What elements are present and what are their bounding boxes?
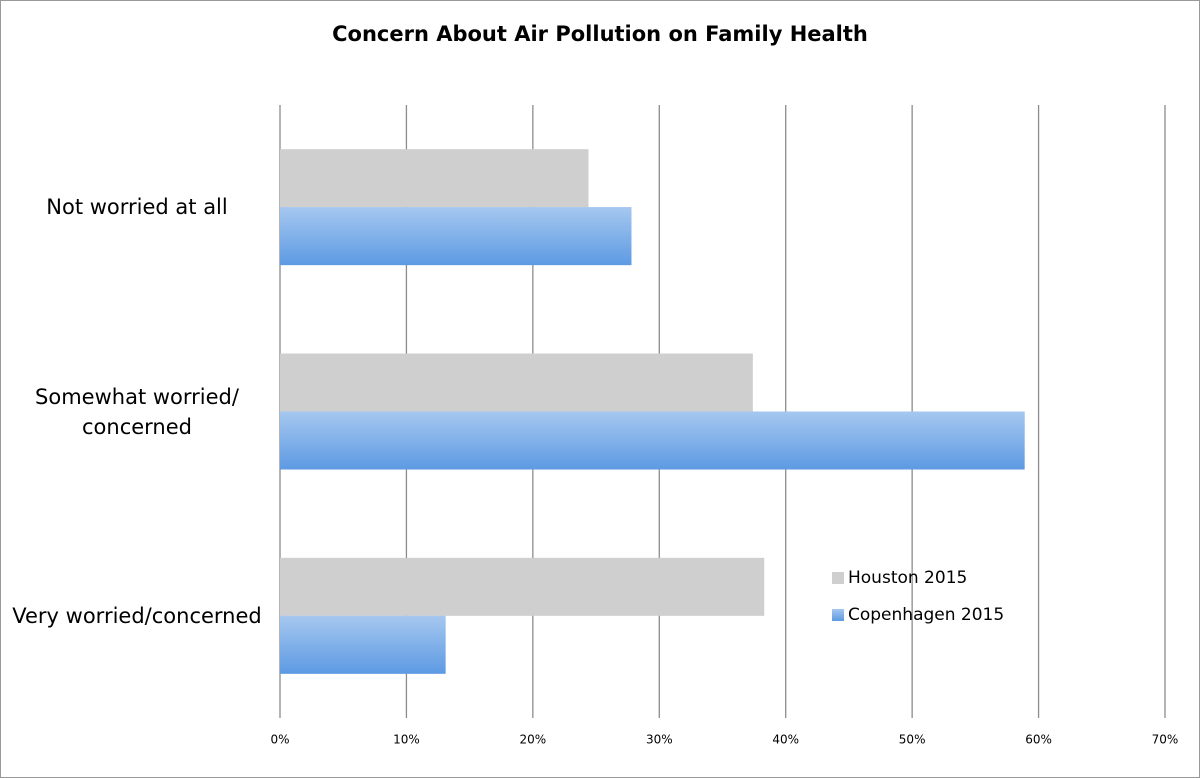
bar-shine <box>280 411 1025 470</box>
chart-title: Concern About Air Pollution on Family He… <box>332 22 868 46</box>
x-tick-label: 50% <box>899 733 926 747</box>
legend-label: Copenhagen 2015 <box>848 605 1004 625</box>
x-tick-label: 20% <box>520 733 547 747</box>
bar-shine <box>280 615 446 674</box>
bar-shine <box>280 207 632 266</box>
y-tick-label: Very worried/concerned <box>12 603 262 628</box>
x-tick-label: 10% <box>393 733 420 747</box>
legend-swatch-shine <box>832 609 844 621</box>
bar <box>280 557 765 616</box>
y-tick-label: Somewhat worried/ concerned <box>35 384 239 439</box>
x-tick-label: 40% <box>772 733 799 747</box>
bar <box>280 353 753 412</box>
x-tick-label: 30% <box>646 733 673 747</box>
x-tick-label: 0% <box>270 733 289 747</box>
x-tick-label: 70% <box>1152 733 1179 747</box>
bar <box>280 149 589 208</box>
legend-swatch <box>832 572 844 584</box>
legend-label: Houston 2015 <box>848 568 967 588</box>
y-tick-label: Not worried at all <box>46 195 228 220</box>
x-tick-label: 60% <box>1025 733 1052 747</box>
